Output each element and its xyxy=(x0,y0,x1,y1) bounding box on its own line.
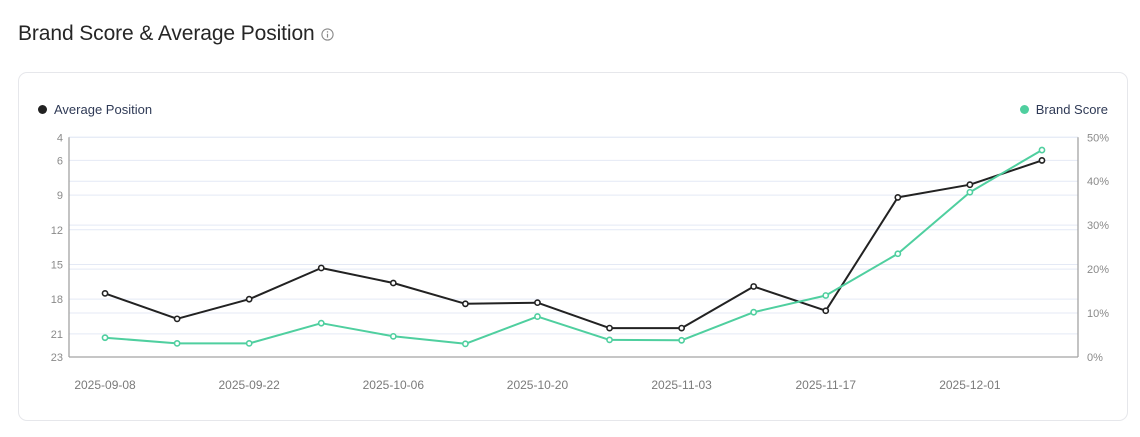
data-point[interactable] xyxy=(966,181,974,189)
data-point[interactable] xyxy=(894,250,902,258)
page-title: Brand Score & Average Position xyxy=(18,22,315,45)
series-line-brand-score xyxy=(104,149,1043,345)
right-axis-tick-label: 0% xyxy=(1087,352,1103,364)
data-point[interactable] xyxy=(894,194,902,201)
left-axis-tick-label: 9 xyxy=(57,190,63,202)
series-line-average-position xyxy=(104,159,1043,330)
data-point[interactable] xyxy=(534,299,541,307)
data-point[interactable] xyxy=(678,324,686,332)
x-axis-tick-label: 2025-11-17 xyxy=(796,378,857,392)
legend-item-brand-score[interactable]: Brand Score xyxy=(1019,102,1108,117)
legend-item-average-position[interactable]: Average Position xyxy=(38,102,152,117)
right-axis-tick-label: 10% xyxy=(1087,308,1109,320)
data-point[interactable] xyxy=(461,340,469,348)
x-axis-tick-label: 2025-10-06 xyxy=(363,378,425,392)
data-point[interactable] xyxy=(1038,146,1046,154)
data-point[interactable] xyxy=(389,279,397,287)
data-point[interactable] xyxy=(245,295,253,303)
left-axis-tick-label: 6 xyxy=(57,155,63,167)
left-axis-tick-label: 21 xyxy=(51,329,63,341)
data-point[interactable] xyxy=(389,332,397,340)
data-point[interactable] xyxy=(750,283,758,290)
info-circle-icon[interactable] xyxy=(320,27,334,41)
legend-label: Average Position xyxy=(54,102,153,117)
data-point[interactable] xyxy=(606,324,613,332)
right-axis-tick-label: 40% xyxy=(1087,176,1109,188)
data-point[interactable] xyxy=(173,315,181,323)
chart-header: Brand Score & Average Position xyxy=(18,22,334,46)
data-point[interactable] xyxy=(101,334,109,342)
right-axis-tick-label: 30% xyxy=(1087,220,1109,232)
data-point[interactable] xyxy=(317,264,325,272)
data-point[interactable] xyxy=(534,313,541,320)
x-axis-tick-label: 2025-12-01 xyxy=(939,378,1001,392)
data-point[interactable] xyxy=(245,339,253,347)
legend-dot-icon xyxy=(1019,105,1029,114)
left-axis-tick-label: 18 xyxy=(51,294,63,306)
legend-label: Brand Score xyxy=(1035,102,1108,117)
x-axis-tick-label: 2025-11-03 xyxy=(651,378,712,392)
data-point[interactable] xyxy=(822,292,830,299)
data-point[interactable] xyxy=(461,300,469,308)
data-point[interactable] xyxy=(606,336,613,344)
data-point[interactable] xyxy=(822,307,830,315)
left-axis-tick-label: 12 xyxy=(51,225,63,237)
x-axis-tick-label: 2025-09-08 xyxy=(74,378,136,392)
data-point[interactable] xyxy=(750,308,758,316)
data-point[interactable] xyxy=(173,339,181,347)
data-point[interactable] xyxy=(101,290,109,297)
right-axis-tick-label: 50% xyxy=(1087,132,1109,144)
data-point[interactable] xyxy=(317,319,325,327)
x-axis-tick-label: 2025-10-20 xyxy=(507,378,569,392)
right-axis-tick-label: 20% xyxy=(1087,264,1109,276)
left-axis-tick-label: 23 xyxy=(51,352,63,364)
data-point[interactable] xyxy=(678,336,686,344)
x-axis-tick-label: 2025-09-22 xyxy=(218,378,280,392)
chart-card xyxy=(18,72,1128,421)
legend-dot-icon xyxy=(38,105,47,114)
left-axis-tick-label: 15 xyxy=(51,259,63,271)
left-axis-tick-label: 4 xyxy=(57,132,63,144)
data-point[interactable] xyxy=(1038,157,1046,164)
data-point[interactable] xyxy=(966,188,974,196)
